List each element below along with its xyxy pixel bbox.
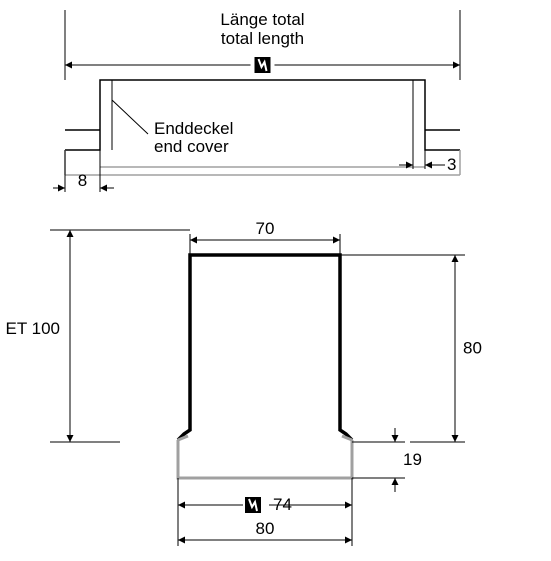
svg-text:80: 80 xyxy=(256,519,275,538)
label-endcover-de: Enddeckel xyxy=(154,119,233,138)
svg-text:74: 74 xyxy=(273,495,292,514)
top-view: Länge totaltotal length 8 3 Enddeckelend co… xyxy=(53,10,460,192)
dim-80v: 80 xyxy=(452,255,482,442)
section-view: 70 ET 100 80 19 74 80 xyxy=(5,219,481,546)
svg-text:70: 70 xyxy=(256,219,275,238)
dim-19: 19 xyxy=(403,450,422,469)
dim-8: 8 xyxy=(78,171,87,190)
dim-80h: 80 xyxy=(178,519,352,544)
dim-3: 3 xyxy=(447,155,456,174)
label-total-length-de: Länge total xyxy=(220,10,304,29)
dim-70: 70 xyxy=(190,219,340,244)
label-total-length-en: total length xyxy=(221,29,304,48)
svg-text:80: 80 xyxy=(463,339,482,358)
dim-74: 74 xyxy=(178,495,352,514)
dim-et100: ET 100 xyxy=(5,319,60,338)
label-endcover-en: end cover xyxy=(154,137,229,156)
